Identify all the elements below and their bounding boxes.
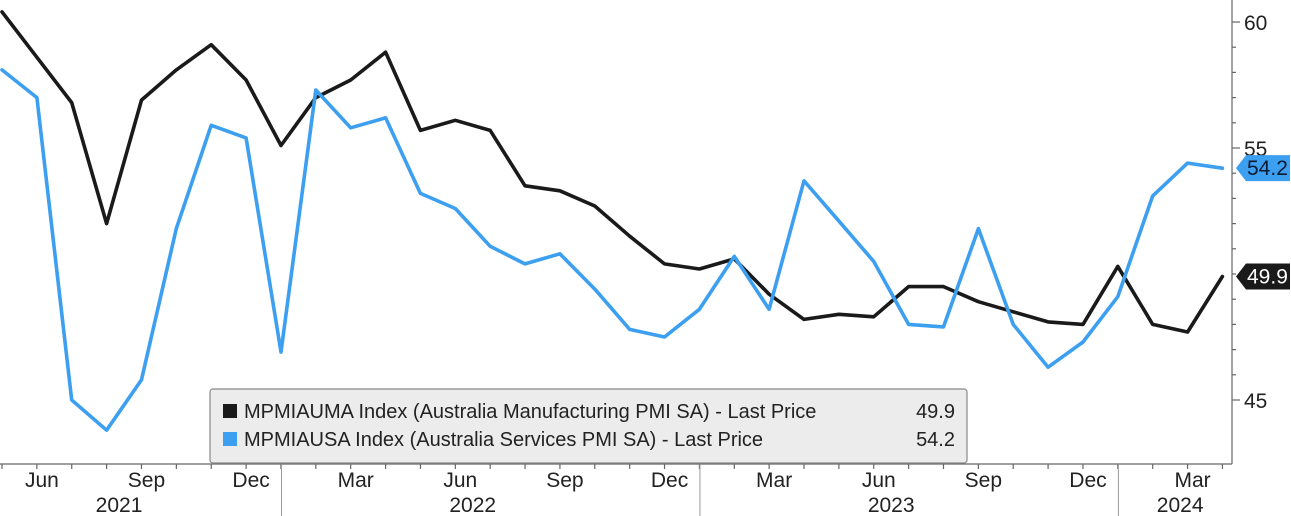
legend-label-manufacturing: MPMIAUMA Index (Australia Manufacturing … — [244, 401, 816, 423]
x-year-label: 2022 — [449, 494, 496, 516]
x-month-label: Jun — [25, 469, 59, 492]
series-lines — [0, 10, 1225, 433]
series-line-manufacturing — [0, 10, 1225, 334]
x-axis: Jun Sep Dec Mar Jun Sep Dec Mar Jun Sep Dec Mar 2021… — [1, 464, 1224, 516]
x-month-label: Mar — [338, 469, 374, 492]
y-tick-label: 60 — [1244, 12, 1267, 35]
x-month-label: Sep — [965, 469, 1002, 492]
series-line-services — [0, 68, 1225, 433]
last-price-badge-services — [1236, 155, 1290, 182]
x-month-label: Sep — [546, 469, 583, 492]
y-tick-label: 45 — [1244, 390, 1267, 413]
x-month-label: Dec — [1069, 469, 1106, 492]
x-year-label: 2024 — [1157, 494, 1204, 516]
legend-value-manufacturing: 49.9 — [916, 401, 955, 423]
last-price-label-manufacturing: 49.9 — [1247, 266, 1288, 289]
axes — [0, 0, 1233, 465]
x-month-label: Sep — [128, 469, 165, 492]
x-year-label: 2023 — [868, 494, 915, 516]
legend: MPMIAUMA Index (Australia Manufacturing … — [209, 388, 968, 464]
last-price-badges: 49.9 54.2 — [1236, 155, 1290, 290]
x-year-label: 2021 — [96, 494, 143, 516]
legend-box — [209, 388, 968, 464]
legend-label-services: MPMIAUSA Index (Australia Services PMI S… — [244, 429, 763, 451]
x-month-label: Mar — [1174, 469, 1210, 492]
legend-swatch-services — [223, 432, 237, 446]
x-month-label: Dec — [651, 469, 688, 492]
x-month-label: Jun — [862, 469, 896, 492]
x-month-label: Mar — [756, 469, 792, 492]
x-month-label: Dec — [232, 469, 269, 492]
last-price-label-services: 54.2 — [1247, 157, 1288, 180]
last-price-badge-manufacturing — [1236, 263, 1290, 290]
legend-value-services: 54.2 — [916, 429, 955, 451]
legend-swatch-manufacturing — [223, 404, 237, 418]
x-month-label: Jun — [443, 469, 477, 492]
